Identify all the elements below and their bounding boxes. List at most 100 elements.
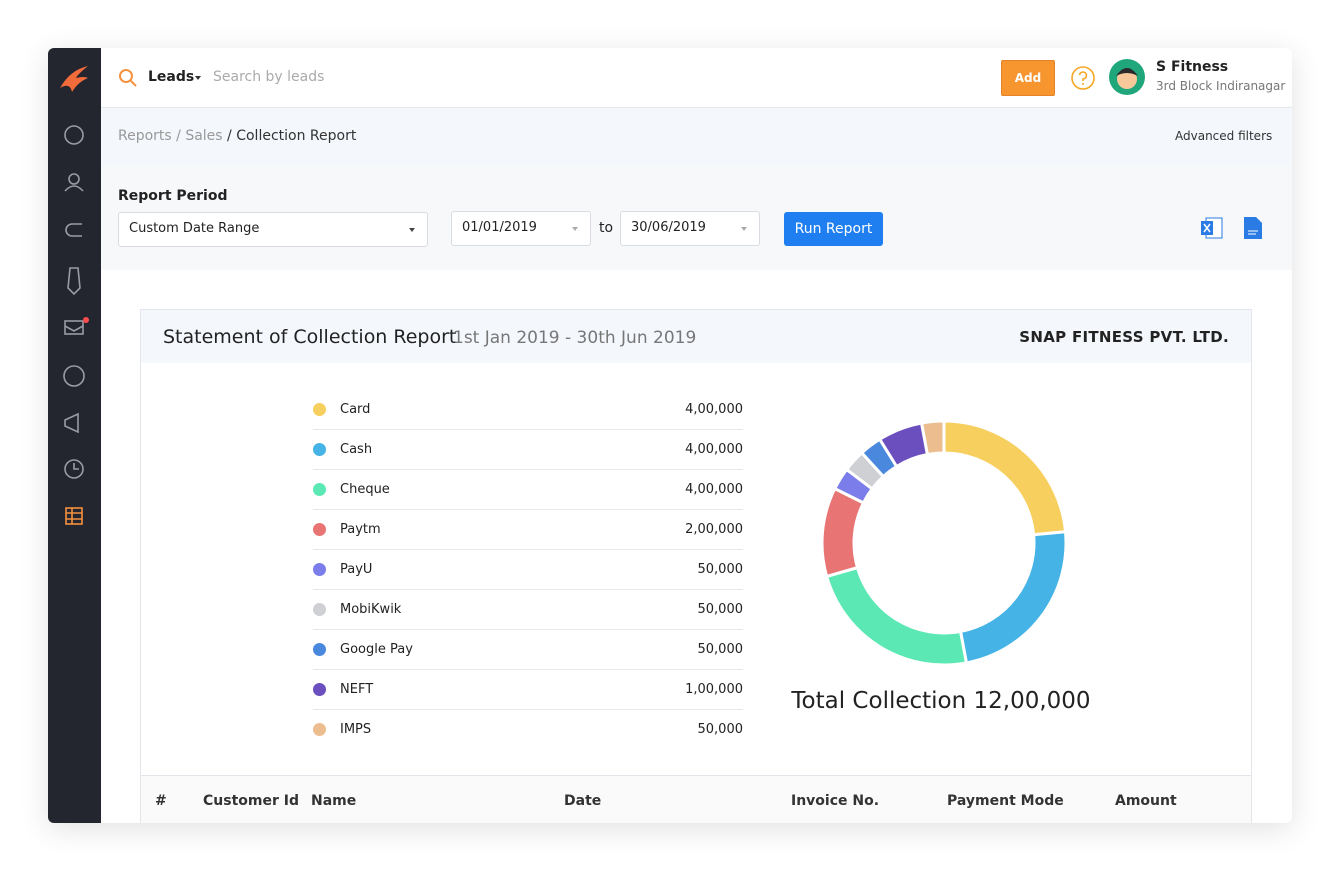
from-value: 01/01/2019 bbox=[462, 220, 537, 235]
legend-row: Google Pay 50,000 bbox=[313, 630, 743, 670]
to-word: to bbox=[599, 220, 614, 236]
donut-segment bbox=[942, 419, 1068, 537]
legend-value: 4,00,000 bbox=[685, 482, 743, 497]
search-input[interactable]: Search by leads bbox=[213, 69, 325, 85]
table-header: # Customer Id Name Date Invoice No. Payment M… bbox=[141, 775, 1251, 823]
period-label: Report Period bbox=[118, 188, 228, 204]
run-button[interactable]: Run Report bbox=[784, 212, 883, 246]
column-header: Payment Mode bbox=[947, 793, 1064, 809]
breadcrumb-item[interactable]: Sales bbox=[185, 128, 223, 144]
sidebar-icons bbox=[60, 66, 89, 525]
report-title: Statement of Collection Report bbox=[163, 326, 457, 348]
legend-label: MobiKwik bbox=[340, 602, 402, 617]
legend-dot bbox=[313, 403, 326, 416]
column-header: # bbox=[155, 793, 167, 809]
separator: / bbox=[227, 128, 232, 144]
nav-dashboard[interactable] bbox=[64, 125, 84, 145]
breadcrumb-bar: Reports / Sales / Collection Report Adva… bbox=[101, 108, 1292, 165]
scope-caret bbox=[195, 76, 201, 83]
user-location: 3rd Block Indiranagar bbox=[1156, 79, 1286, 93]
column-header: Date bbox=[564, 793, 602, 809]
report-period: 1st Jan 2019 - 30th Jun 2019 bbox=[453, 328, 697, 348]
donut-segment bbox=[919, 419, 946, 457]
legend-value: 50,000 bbox=[697, 562, 744, 577]
legend-value: 50,000 bbox=[697, 642, 744, 657]
app-window: Leads Search by leads Add S Fitness 3rd … bbox=[48, 48, 1292, 823]
add-button[interactable]: Add bbox=[1001, 60, 1055, 96]
legend-row: NEFT 1,00,000 bbox=[313, 670, 743, 710]
legend-dot bbox=[313, 523, 326, 536]
legend: Card 4,00,000 Cash 4,00,000 Cheque 4,00,000 Pa… bbox=[313, 390, 743, 749]
legend-value: 50,000 bbox=[697, 602, 744, 617]
legend-dot bbox=[313, 483, 326, 496]
legend-label: Cheque bbox=[340, 482, 390, 497]
nav-messages[interactable] bbox=[64, 320, 84, 335]
legend-value: 4,00,000 bbox=[685, 402, 743, 417]
user-name: S Fitness bbox=[1156, 59, 1229, 75]
notification-dot bbox=[83, 317, 89, 323]
legend-value: 50,000 bbox=[697, 722, 744, 737]
nav-campaigns[interactable] bbox=[64, 412, 79, 434]
nav-reports[interactable] bbox=[65, 507, 83, 525]
filter-bar: Report Period Custom Date Range 01/01/20… bbox=[101, 165, 1292, 270]
from-date[interactable]: 01/01/2019 bbox=[451, 211, 591, 246]
legend-label: Cash bbox=[340, 442, 373, 457]
donut-segment bbox=[958, 530, 1068, 665]
legend-dot bbox=[313, 603, 326, 616]
nav-offers[interactable] bbox=[63, 365, 85, 387]
legend-dot bbox=[313, 563, 326, 576]
legend-label: Google Pay bbox=[340, 642, 413, 657]
range-value: Custom Date Range bbox=[129, 221, 260, 236]
pdf-export[interactable] bbox=[1244, 217, 1262, 239]
search-icon bbox=[119, 69, 137, 87]
breadcrumb-current: Collection Report bbox=[236, 128, 357, 144]
legend-label: Paytm bbox=[340, 522, 381, 537]
donut-segment bbox=[824, 565, 969, 667]
legend-row: IMPS 50,000 bbox=[313, 710, 743, 749]
to-date[interactable]: 30/06/2019 bbox=[620, 211, 760, 246]
legend-row: PayU 50,000 bbox=[313, 550, 743, 590]
advanced-filters[interactable]: Advanced filters bbox=[1175, 129, 1273, 143]
separator: / bbox=[176, 128, 181, 144]
legend-dot bbox=[313, 723, 326, 736]
legend-dot bbox=[313, 643, 326, 656]
legend-row: Paytm 2,00,000 bbox=[313, 510, 743, 550]
donut-chart bbox=[820, 419, 1068, 667]
nav-leads[interactable] bbox=[65, 223, 82, 237]
help-icon[interactable] bbox=[1070, 65, 1096, 91]
column-header: Invoice No. bbox=[791, 793, 880, 809]
nav-history[interactable] bbox=[64, 459, 84, 479]
legend-dot bbox=[313, 443, 326, 456]
legend-label: PayU bbox=[340, 562, 373, 577]
excel-export[interactable] bbox=[1201, 217, 1223, 239]
legend-label: Card bbox=[340, 402, 371, 417]
avatar[interactable] bbox=[1108, 58, 1146, 96]
range-select[interactable]: Custom Date Range bbox=[118, 212, 428, 247]
report-card: Statement of Collection Report 1st Jan 2… bbox=[140, 309, 1252, 823]
report-header: Statement of Collection Report 1st Jan 2… bbox=[141, 310, 1251, 363]
legend-row: Cheque 4,00,000 bbox=[313, 470, 743, 510]
nav-members[interactable] bbox=[68, 173, 80, 185]
logo[interactable] bbox=[60, 66, 88, 92]
search-scope[interactable]: Leads bbox=[148, 69, 195, 85]
column-header: Name bbox=[311, 793, 357, 809]
donut-segment bbox=[820, 486, 866, 579]
column-header: Amount bbox=[1115, 793, 1177, 809]
legend-dot bbox=[313, 683, 326, 696]
to-value: 30/06/2019 bbox=[631, 220, 706, 235]
legend-label: IMPS bbox=[340, 722, 372, 737]
legend-value: 4,00,000 bbox=[685, 442, 743, 457]
breadcrumb: Reports / Sales / Collection Report bbox=[118, 128, 356, 144]
legend-row: Cash 4,00,000 bbox=[313, 430, 743, 470]
legend-row: MobiKwik 50,000 bbox=[313, 590, 743, 630]
company-name: SNAP FITNESS PVT. LTD. bbox=[1019, 328, 1229, 346]
total-collection: Total Collection 12,00,000 bbox=[791, 688, 1091, 714]
breadcrumb-item[interactable]: Reports bbox=[118, 128, 172, 144]
top-bar: Leads Search by leads Add S Fitness 3rd … bbox=[101, 48, 1292, 108]
legend-row: Card 4,00,000 bbox=[313, 390, 743, 430]
nav-staff[interactable] bbox=[67, 267, 81, 296]
legend-value: 1,00,000 bbox=[685, 682, 743, 697]
legend-value: 2,00,000 bbox=[685, 522, 743, 537]
column-header: Customer Id bbox=[203, 793, 299, 809]
